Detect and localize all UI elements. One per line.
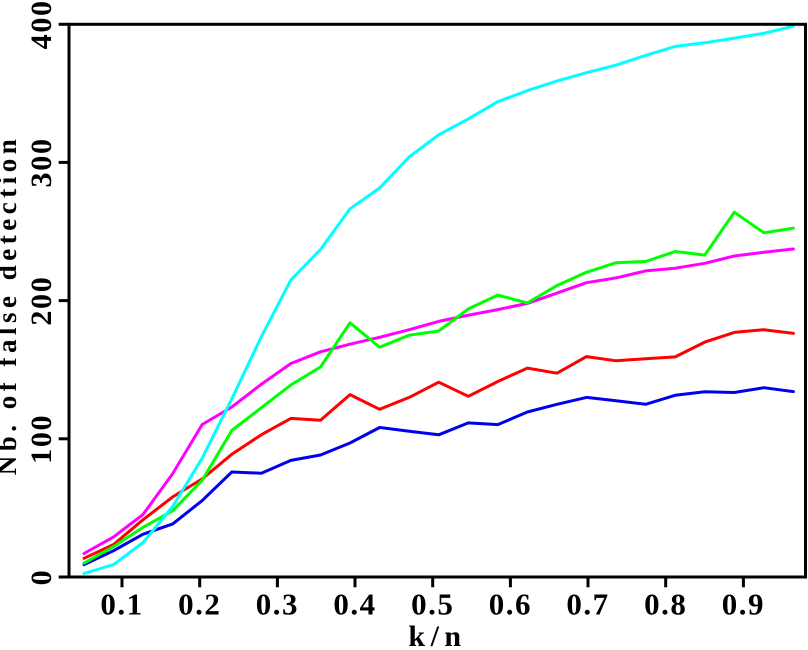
svg-text:0.7: 0.7 bbox=[566, 587, 609, 622]
svg-text:300: 300 bbox=[25, 137, 58, 187]
svg-text:0: 0 bbox=[25, 569, 58, 586]
svg-text:k/n: k/n bbox=[408, 620, 466, 650]
svg-text:200: 200 bbox=[25, 276, 58, 326]
svg-text:0.4: 0.4 bbox=[333, 587, 376, 622]
svg-text:0.1: 0.1 bbox=[100, 587, 143, 622]
svg-text:100: 100 bbox=[25, 414, 58, 464]
svg-text:0.8: 0.8 bbox=[644, 587, 687, 622]
svg-text:0.9: 0.9 bbox=[722, 587, 765, 622]
svg-text:0.2: 0.2 bbox=[178, 587, 221, 622]
svg-text:0.6: 0.6 bbox=[489, 587, 532, 622]
svg-text:0.5: 0.5 bbox=[411, 587, 454, 622]
svg-text:0.3: 0.3 bbox=[256, 587, 299, 622]
svg-text:400: 400 bbox=[25, 0, 58, 49]
svg-text:Nb. of false detection: Nb. of false detection bbox=[0, 135, 22, 475]
